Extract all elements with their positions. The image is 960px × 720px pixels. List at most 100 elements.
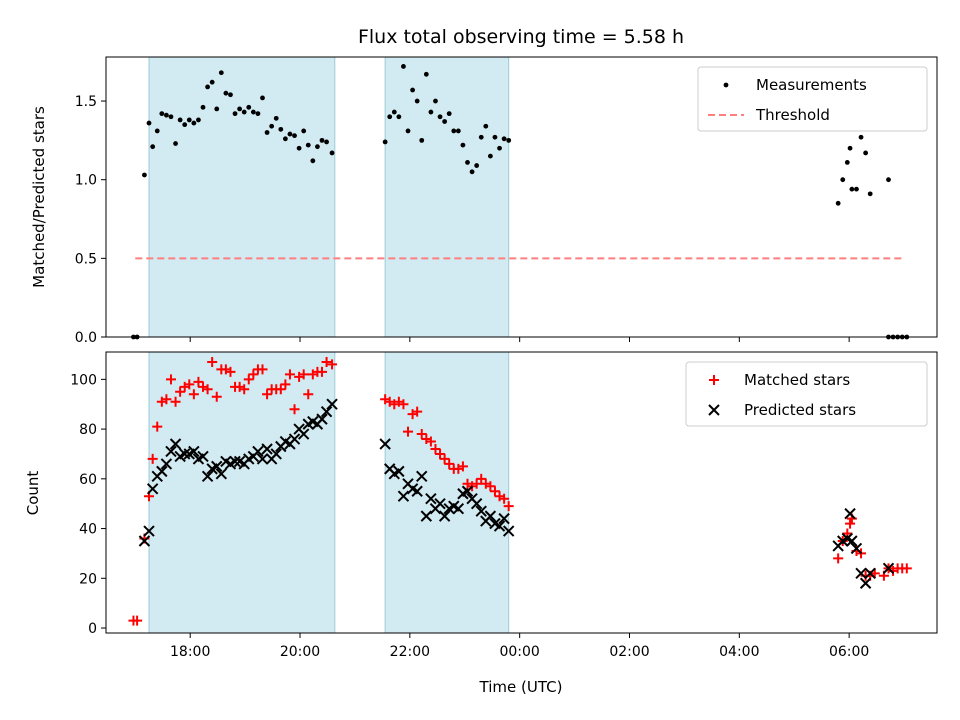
matched-star-point xyxy=(833,553,844,564)
matched-star-point xyxy=(503,501,514,512)
predicted-star-point xyxy=(859,577,872,589)
predicted-star-point xyxy=(452,502,465,515)
measurement-point xyxy=(506,137,512,143)
measurement-point xyxy=(269,123,275,129)
measurement-point xyxy=(455,128,461,134)
predicted-star-point xyxy=(844,507,856,520)
measurement-point xyxy=(835,200,841,206)
measurement-point xyxy=(382,139,388,145)
y-tick-label: 40 xyxy=(79,522,97,538)
predicted-star-point xyxy=(143,525,155,537)
matched-star-point xyxy=(901,563,912,574)
y-tick-label: 20 xyxy=(79,571,97,587)
measurement-point xyxy=(840,177,846,183)
predicted-star-point xyxy=(288,433,301,445)
predicted-star-point xyxy=(178,448,191,460)
measurement-point xyxy=(315,144,320,150)
matched-star-point xyxy=(457,461,468,472)
legend-box xyxy=(697,66,928,132)
x-tick-label: 06:00 xyxy=(829,644,869,660)
measurement-point xyxy=(191,120,197,126)
measurement-point xyxy=(497,145,502,151)
predicted-star-point xyxy=(320,405,333,418)
matched-star-point xyxy=(298,369,309,380)
predicted-star-point xyxy=(846,535,858,547)
measurement-point xyxy=(142,172,147,178)
predicted-star-point xyxy=(270,448,282,460)
measurement-point xyxy=(237,106,243,112)
predicted-star-point xyxy=(850,542,863,555)
y-tick-label: 0 xyxy=(88,621,97,637)
measurement-point xyxy=(867,191,873,197)
matched-star-point xyxy=(225,366,236,377)
measurement-point xyxy=(292,133,297,139)
measurement-point xyxy=(218,70,224,76)
count-panel: 0 20 40 60 80 100 18:00 20:00 22:00 00:00 02:00 04:… xyxy=(70,351,938,660)
matched-star-point xyxy=(398,399,409,410)
matched-star-point xyxy=(262,389,273,400)
matched-star-point xyxy=(476,473,487,484)
matched-star-point xyxy=(175,386,186,397)
predicted-star-point xyxy=(882,562,895,575)
matched-star-point xyxy=(489,486,500,497)
matched-star-point xyxy=(132,615,143,626)
observing-span-2 xyxy=(384,351,510,634)
predicted-star-point xyxy=(169,438,182,450)
predicted-star-point xyxy=(493,520,506,532)
measurement-point xyxy=(146,120,152,126)
legend: Measurements Threshold xyxy=(697,66,928,132)
x-tick-label: 18:00 xyxy=(170,644,210,660)
matched-star-point xyxy=(499,493,510,504)
measurement-point xyxy=(478,134,484,140)
matched-star-point xyxy=(416,429,427,440)
measurement-point xyxy=(223,90,229,96)
x-tick-label: 02:00 xyxy=(609,644,649,660)
y-tick-label: 60 xyxy=(79,472,97,488)
measurement-point xyxy=(465,159,470,165)
measurement-point xyxy=(854,186,859,192)
predicted-star-point xyxy=(864,567,876,580)
predicted-star-point xyxy=(215,468,228,480)
measurement-point xyxy=(301,128,307,134)
measurement-point xyxy=(492,134,498,140)
x-tick-label: 20:00 xyxy=(280,644,320,660)
measurement-point xyxy=(182,122,188,128)
predicted-star-point xyxy=(498,512,510,525)
x-axis-label: Time (UTC) xyxy=(479,678,563,696)
predicted-star-point xyxy=(438,510,451,522)
predicted-star-point xyxy=(470,497,483,510)
measurement-point xyxy=(278,126,284,132)
measurement-point xyxy=(419,137,425,143)
measurement-point xyxy=(863,150,869,156)
legend-label: Matched stars xyxy=(744,371,850,389)
measurement-point xyxy=(886,177,891,183)
legend: Matched stars Predicted stars xyxy=(685,361,928,427)
matched-star-point xyxy=(284,369,295,380)
measurement-point xyxy=(246,104,252,110)
matched-star-point xyxy=(188,389,199,400)
predicted-star-point xyxy=(326,398,338,410)
matched-star-point xyxy=(211,391,222,402)
predicted-star-point xyxy=(397,490,410,502)
measurement-point xyxy=(228,92,233,98)
measurement-point xyxy=(460,142,466,148)
legend-label: Measurements xyxy=(756,76,867,94)
observing-span-1 xyxy=(148,56,336,338)
predicted-star-point xyxy=(502,525,515,537)
observing-span-1 xyxy=(148,351,336,634)
predicted-star-point xyxy=(484,510,497,522)
matched-star-point xyxy=(165,374,176,385)
matched-star-point xyxy=(444,458,455,469)
y-axis-label-count: Count xyxy=(24,471,42,516)
predicted-star-point xyxy=(425,493,437,505)
predicted-star-point xyxy=(138,535,151,547)
measurement-point xyxy=(849,186,855,192)
x-tick-label: 22:00 xyxy=(390,644,430,660)
measurement-point xyxy=(401,64,406,69)
axes-frame xyxy=(105,351,938,634)
predicted-star-point xyxy=(160,458,173,470)
measurement-point xyxy=(282,136,288,142)
y-tick-label: 80 xyxy=(79,422,97,438)
matched-star-point xyxy=(316,366,327,377)
predicted-star-point xyxy=(416,470,428,483)
